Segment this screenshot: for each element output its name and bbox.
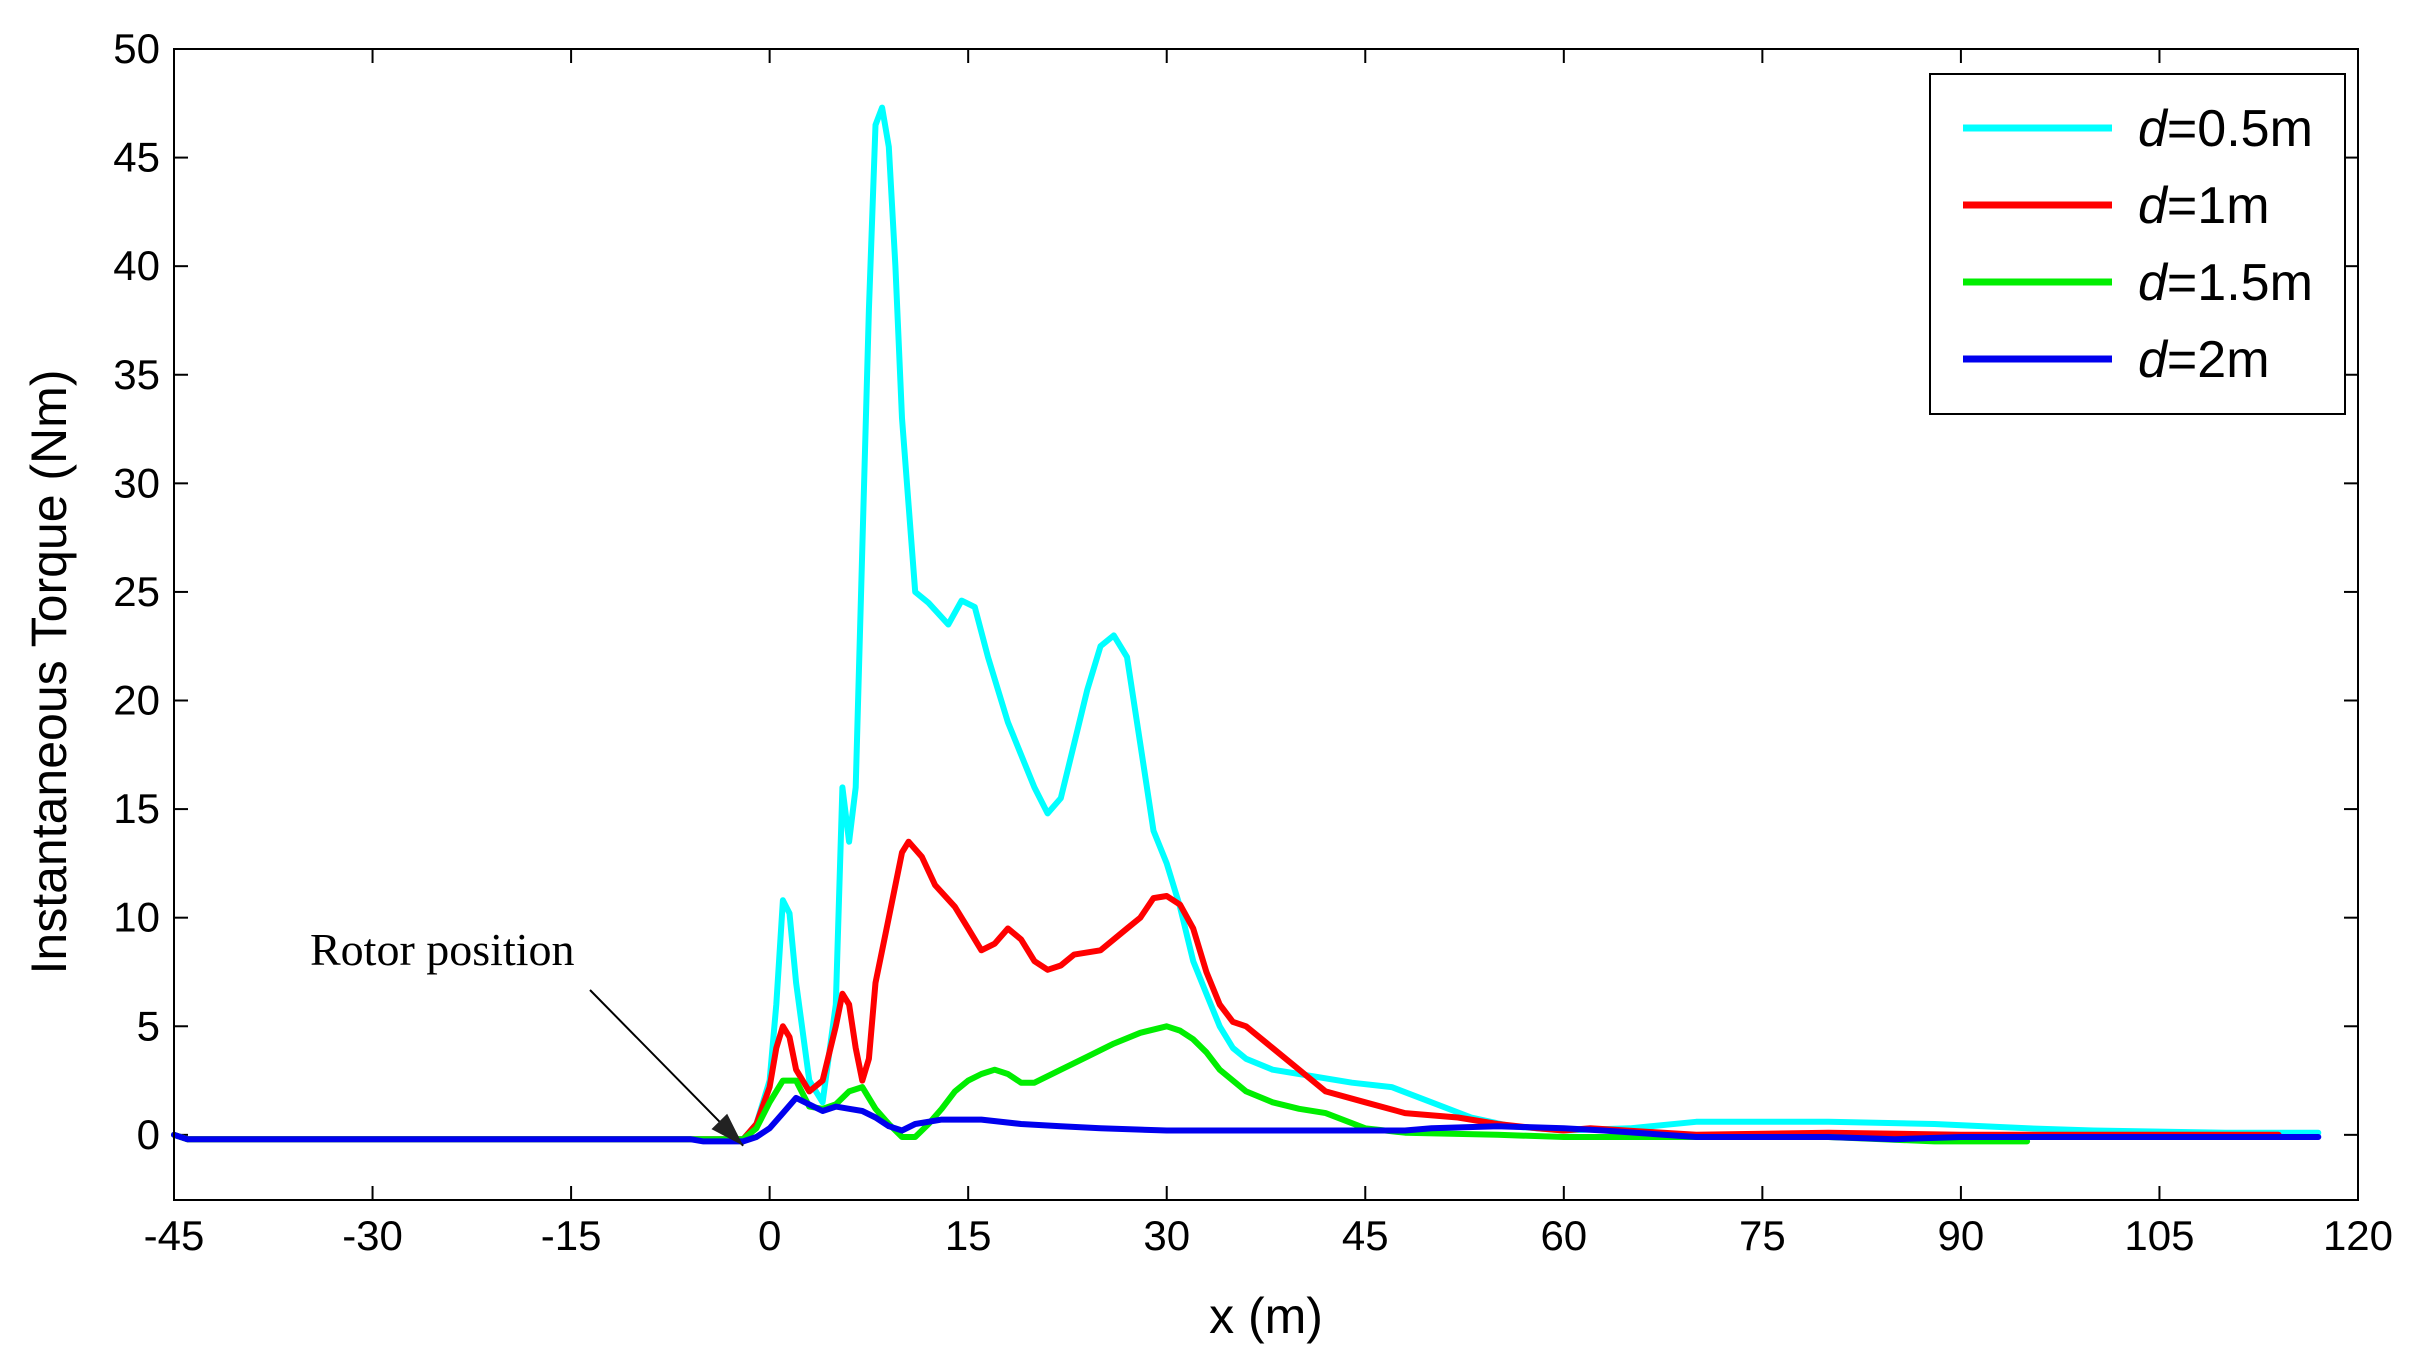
x-tick-label: 0 (758, 1212, 781, 1259)
y-tick-label: 45 (113, 134, 160, 181)
legend-label: d=2m (2138, 331, 2270, 389)
x-tick-label: 30 (1143, 1212, 1190, 1259)
legend-label: d=0.5m (2138, 100, 2313, 158)
x-tick-labels: -45 -30 -15 0 15 30 45 60 75 90 105 120 (144, 1212, 2393, 1259)
x-tick-label: -30 (342, 1212, 403, 1259)
legend-label: d=1m (2138, 177, 2270, 235)
legend-label: d=1.5m (2138, 254, 2313, 312)
annotation-text: Rotor position (310, 924, 575, 975)
plot-area-frame (173, 48, 2359, 1201)
y-tick-label: 25 (113, 568, 160, 615)
series-lines (171, 104, 2322, 1145)
y-tick-label: 0 (137, 1111, 160, 1158)
x-tick-label: 15 (945, 1212, 992, 1259)
y-tick-label: 30 (113, 459, 160, 506)
series-line-1m (171, 838, 2282, 1143)
y-tick-label: 15 (113, 785, 160, 832)
x-tick-label: 105 (2124, 1212, 2194, 1259)
annotation-arrowhead (711, 1113, 744, 1146)
y-axis-title: Instantaneous Torque (Nm) (21, 370, 77, 975)
x-tick-label: -45 (144, 1212, 205, 1259)
series-line-2m (171, 1094, 2322, 1145)
y-tick-label: 50 (113, 25, 160, 72)
legend: d=0.5m d=1m d=1.5m d=2m (1929, 73, 2346, 415)
x-tick-label: 120 (2323, 1212, 2393, 1259)
x-axis-title: x (m) (1209, 1288, 1323, 1344)
y-tick-label: 20 (113, 677, 160, 724)
x-tick-label: 90 (1938, 1212, 1985, 1259)
y-tick-label: 35 (113, 351, 160, 398)
y-tick-label: 10 (113, 894, 160, 941)
x-tick-label: -15 (541, 1212, 602, 1259)
annotation-arrow-line (589, 989, 744, 1147)
x-tick-label: 75 (1739, 1212, 1786, 1259)
x-tick-label: 45 (1342, 1212, 1389, 1259)
y-tick-label: 5 (137, 1002, 160, 1049)
x-tick-label: 60 (1540, 1212, 1587, 1259)
annotation-rotor-position: Rotor position (310, 924, 744, 1147)
y-tick-labels: 0 5 10 15 20 25 30 35 40 45 50 (113, 25, 160, 1158)
y-tick-label: 40 (113, 242, 160, 289)
